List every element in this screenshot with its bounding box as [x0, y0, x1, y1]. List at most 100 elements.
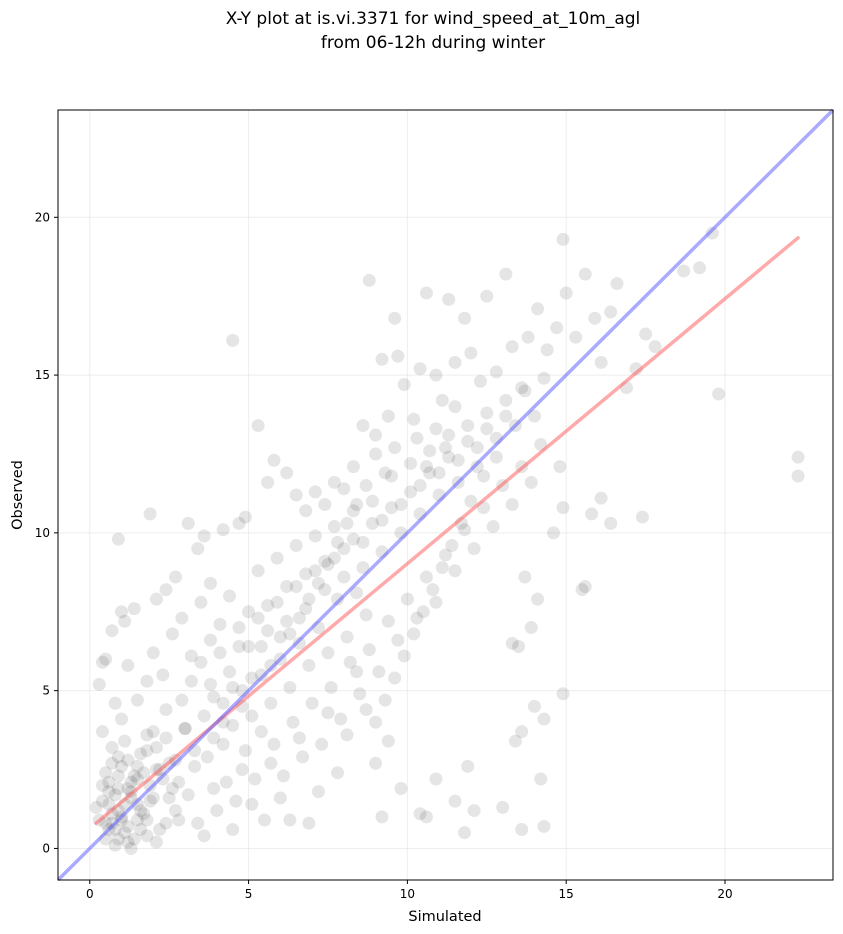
data-point-370 — [292, 611, 306, 625]
data-point-201 — [385, 469, 399, 483]
data-point-369 — [302, 592, 316, 606]
data-point-92 — [505, 340, 519, 354]
data-point-196 — [337, 542, 351, 556]
data-point-153 — [331, 766, 345, 780]
data-point-80 — [413, 362, 427, 376]
data-point-33 — [105, 756, 119, 770]
data-point-315 — [95, 778, 109, 792]
data-point-273 — [286, 715, 300, 729]
data-point-132 — [527, 699, 541, 713]
data-point-358 — [410, 431, 424, 445]
data-point-167 — [197, 829, 211, 843]
data-point-379 — [207, 690, 221, 704]
data-point-261 — [172, 813, 186, 827]
data-point-5 — [102, 775, 116, 789]
data-point-316 — [140, 813, 154, 827]
data-point-137 — [515, 823, 529, 837]
data-point-65 — [299, 504, 313, 518]
data-point-185 — [232, 639, 246, 653]
data-point-233 — [331, 592, 345, 606]
data-point-327 — [242, 639, 256, 653]
data-point-18 — [134, 747, 148, 761]
data-point-124 — [546, 526, 560, 540]
data-point-328 — [251, 611, 265, 625]
data-point-89 — [480, 289, 494, 303]
data-point-352 — [480, 422, 494, 436]
data-point-112 — [705, 226, 719, 240]
data-point-54 — [197, 529, 211, 543]
x-axis-label: Simulated — [408, 909, 481, 925]
data-point-282 — [372, 665, 386, 679]
data-point-140 — [458, 826, 472, 840]
data-point-118 — [594, 491, 608, 505]
data-point-163 — [235, 763, 249, 777]
data-point-194 — [318, 554, 332, 568]
data-point-245 — [216, 696, 230, 710]
data-point-108 — [639, 327, 653, 341]
chart-title-line-2: from 06-12h during winter — [321, 33, 545, 53]
data-point-283 — [381, 614, 395, 628]
data-point-365 — [340, 516, 354, 530]
data-point-278 — [334, 712, 348, 726]
data-point-240 — [264, 696, 278, 710]
data-point-94 — [521, 330, 535, 344]
data-point-146 — [394, 781, 408, 795]
data-point-265 — [210, 804, 224, 818]
data-point-198 — [356, 535, 370, 549]
data-point-377 — [226, 681, 240, 694]
data-point-272 — [277, 769, 291, 783]
data-point-131 — [515, 725, 529, 739]
data-point-159 — [273, 791, 287, 805]
data-point-15 — [140, 829, 154, 843]
data-point-340 — [365, 516, 379, 530]
data-point-39 — [108, 696, 122, 710]
x-tick-label-3: 15 — [559, 887, 574, 901]
data-point-363 — [359, 479, 373, 493]
data-point-164 — [226, 823, 240, 837]
data-point-324 — [213, 646, 227, 660]
data-point-228 — [378, 693, 392, 707]
data-point-337 — [337, 570, 351, 584]
data-point-300 — [115, 813, 129, 827]
data-point-182 — [203, 633, 217, 647]
data-point-129 — [508, 734, 522, 748]
data-point-279 — [343, 655, 357, 669]
data-point-63 — [280, 466, 294, 480]
data-point-61 — [261, 475, 275, 489]
data-point-375 — [245, 671, 259, 685]
data-point-230 — [359, 608, 373, 622]
data-point-128 — [512, 639, 526, 653]
data-point-123 — [556, 501, 570, 515]
data-point-72 — [362, 273, 376, 287]
data-point-221 — [445, 538, 459, 552]
data-point-22 — [121, 819, 135, 833]
data-point-43 — [105, 624, 119, 638]
data-point-135 — [534, 772, 548, 786]
data-point-267 — [229, 794, 243, 808]
data-point-200 — [375, 513, 389, 527]
data-point-44 — [111, 532, 125, 546]
data-point-145 — [419, 810, 433, 824]
data-point-325 — [223, 665, 237, 679]
data-point-188 — [261, 598, 275, 612]
data-point-285 — [400, 592, 414, 606]
data-point-191 — [289, 538, 303, 552]
data-point-213 — [499, 393, 513, 407]
data-point-136 — [537, 819, 551, 833]
data-point-101 — [578, 267, 592, 281]
data-point-305 — [127, 832, 141, 846]
data-point-242 — [245, 709, 259, 723]
data-point-186 — [242, 605, 256, 619]
data-point-55 — [203, 576, 217, 590]
data-point-90 — [489, 365, 503, 379]
data-point-268 — [238, 744, 252, 758]
data-point-241 — [254, 668, 268, 682]
data-point-236 — [302, 658, 316, 672]
data-point-361 — [378, 466, 392, 480]
data-point-203 — [404, 456, 418, 470]
data-point-154 — [321, 706, 335, 720]
data-point-10 — [95, 794, 109, 808]
data-point-256 — [111, 781, 125, 795]
data-point-70 — [346, 460, 360, 474]
data-point-142 — [461, 759, 475, 773]
